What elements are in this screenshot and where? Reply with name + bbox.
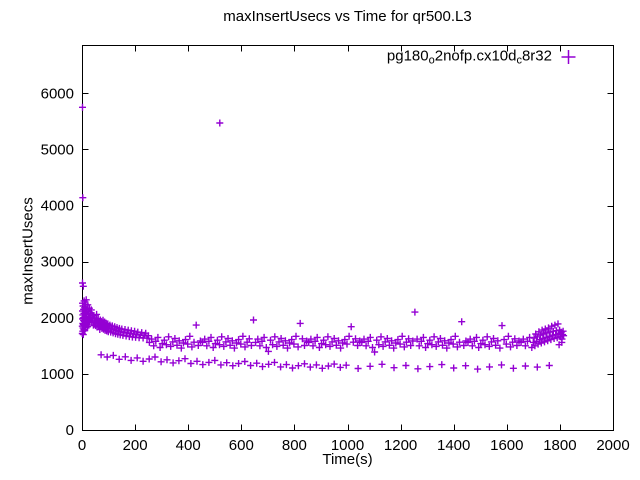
x-tick-label: 400 [176, 437, 201, 454]
legend-label-subscript: o [428, 54, 435, 67]
x-tick-label: 1000 [331, 437, 364, 454]
x-tick-label: 600 [229, 437, 254, 454]
x-tick-label: 1400 [437, 437, 470, 454]
y-tick-label: 6000 [41, 85, 74, 102]
y-axis-label: maxInsertUsecs [19, 197, 37, 305]
axes [82, 45, 614, 431]
x-tick-label: 2000 [596, 437, 629, 454]
y-tick-label: 3000 [41, 254, 74, 271]
legend-plus-marker-icon [561, 50, 576, 64]
x-tick-label: 1600 [490, 437, 523, 454]
legend-label-segment: 8r32 [521, 47, 552, 65]
y-tick-label: 5000 [41, 141, 74, 158]
x-tick-label: 1800 [543, 437, 576, 454]
legend-label-segment: 2nofp.cx10d [434, 47, 517, 65]
y-tick-label: 1000 [41, 366, 74, 383]
scatter-points [78, 103, 568, 373]
y-tick-label: 0 [66, 422, 74, 439]
legend: pg180o2nofp.cx10dc8r32 [387, 48, 576, 67]
x-tick-label: 200 [123, 437, 148, 454]
legend-label-subscript: c [516, 54, 522, 67]
legend-series-label: pg180o2nofp.cx10dc8r32 [387, 48, 552, 67]
x-tick-label: 800 [282, 437, 307, 454]
y-tick-label: 4000 [41, 198, 74, 215]
x-tick-label: 0 [78, 437, 86, 454]
y-tick-label: 2000 [41, 310, 74, 327]
legend-label-segment: pg180 [386, 47, 429, 65]
x-tick-label: 1200 [384, 437, 417, 454]
x-axis-label: Time(s) [322, 451, 373, 468]
tick-labels: 0 200 400 600 800 1000 1200 1400 1600 1800 2000 0 10… [41, 85, 630, 454]
chart-title: maxInsertUsecs vs Time for qr500.L3 [223, 8, 472, 25]
